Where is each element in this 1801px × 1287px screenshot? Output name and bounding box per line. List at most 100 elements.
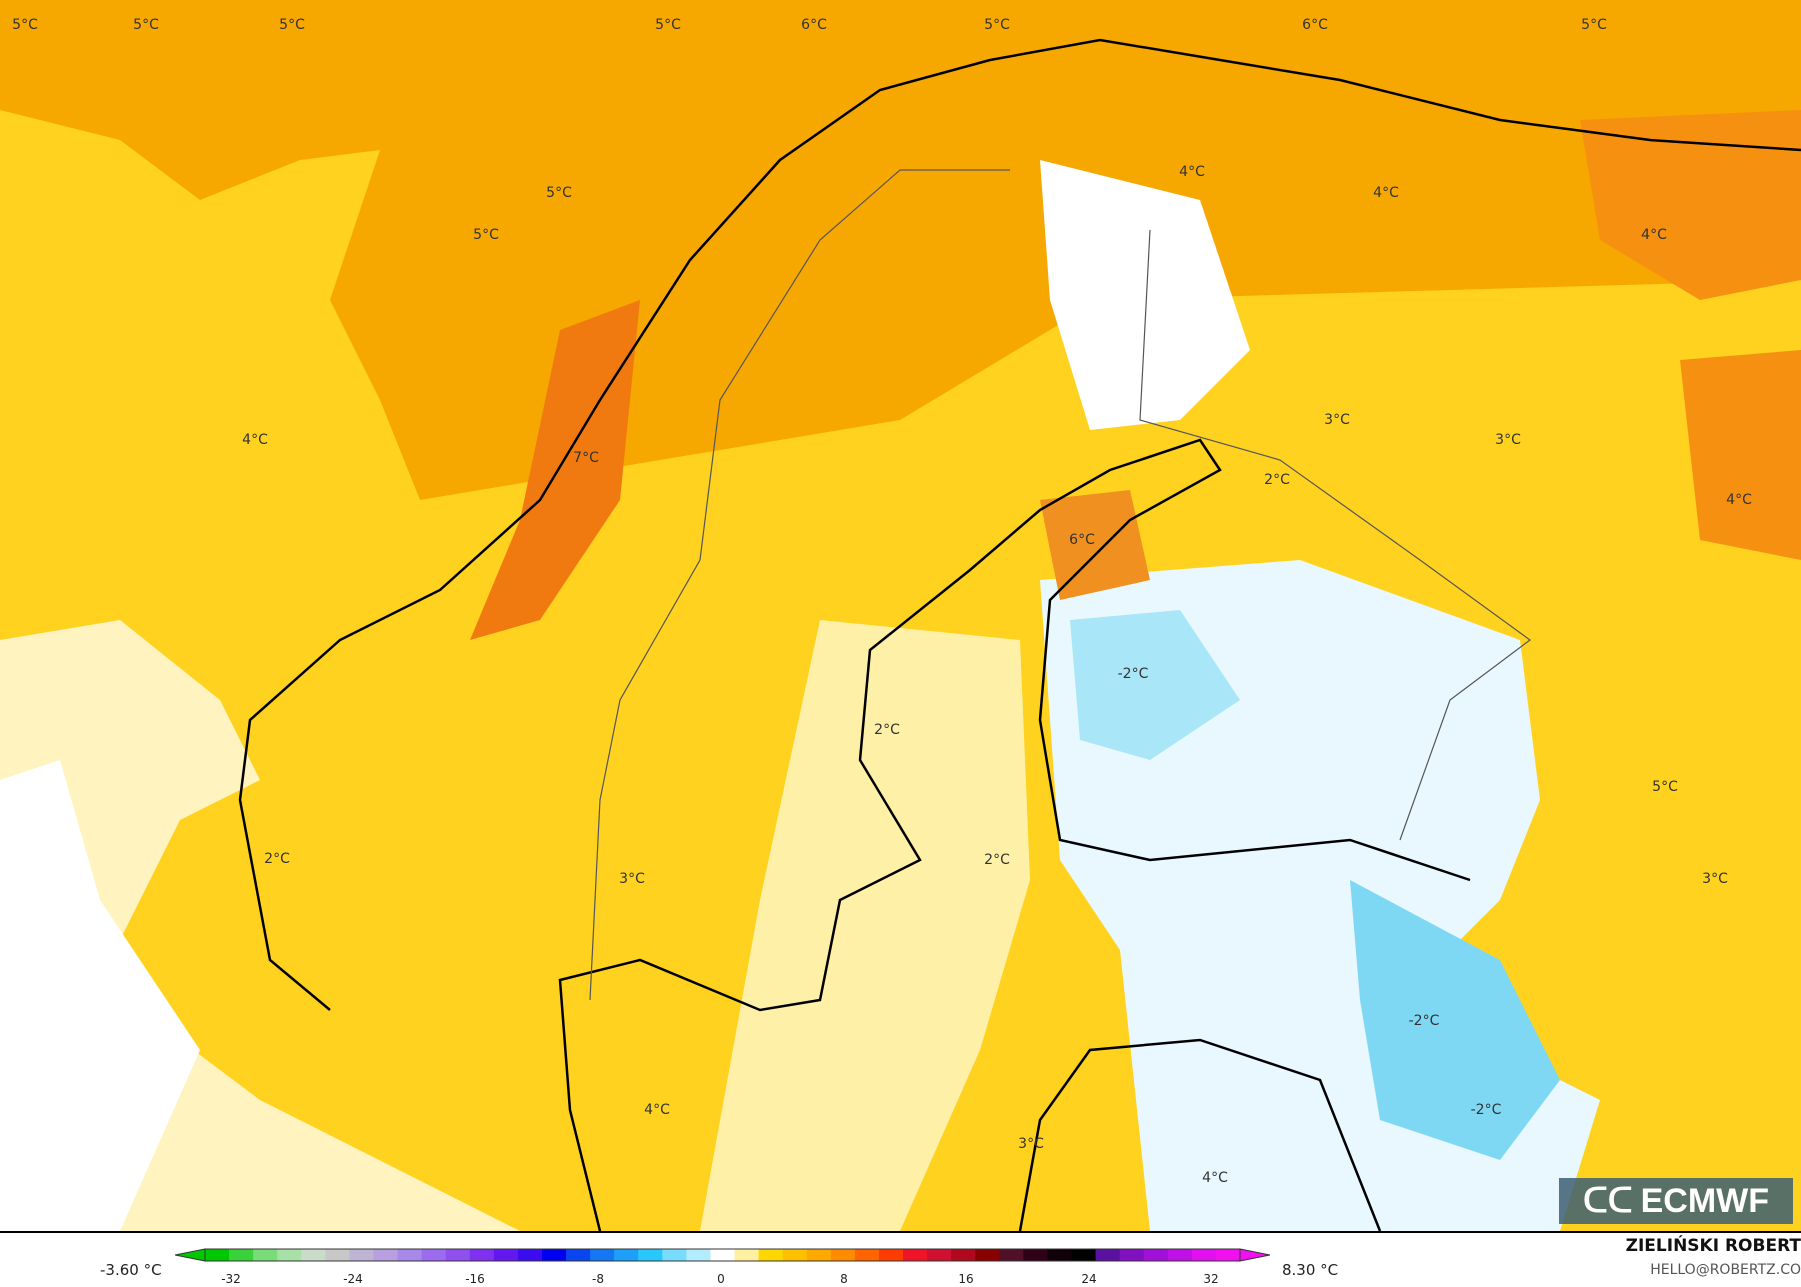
max-value-label: 8.30 °C [1282,1261,1339,1279]
colorbar-min-arrow [175,1248,206,1262]
colorbar-segment [951,1249,976,1261]
temp-label: 5°C [133,17,159,33]
colorbar-segment [373,1249,399,1261]
author-email: HELLO@ROBERTZ.CO [1650,1262,1801,1278]
temp-label: -2°C [1408,1013,1440,1029]
colorbar-segment [1071,1249,1097,1261]
colorbar-segment [1215,1249,1241,1261]
colorbar-segment [758,1249,784,1261]
colorbar-segment [1095,1249,1121,1261]
temp-label: 5°C [473,227,499,243]
temp-label: -2°C [1470,1102,1502,1118]
colorbar-tick: 8 [840,1272,848,1286]
coastlines [238,38,1801,1232]
baltic-pale [700,620,1030,1231]
colorbar-segment [614,1249,639,1261]
colorbar-segment [806,1249,832,1261]
hot-area-east [1680,350,1801,560]
colorbar-segment [590,1249,615,1261]
colorbar [175,1248,1270,1262]
temp-label: 5°C [12,17,38,33]
temp-label: 4°C [644,1102,670,1118]
temp-label: 2°C [264,851,290,867]
colorbar-tick: 32 [1203,1272,1219,1286]
temp-label: 4°C [1202,1170,1228,1186]
colorbar-segment [469,1249,495,1261]
colorbar-segment [662,1249,687,1261]
colorbar-segment [205,1249,230,1261]
colorbar-outline [204,1248,1241,1262]
temp-label: 4°C [1641,227,1667,243]
colorbar-segment [421,1249,447,1261]
colorbar-segment [1143,1249,1169,1261]
colorbar-tick: 16 [958,1272,974,1286]
ecmwf-logo: ᑕᑕ ECMWF [1559,1178,1793,1224]
logo-text: ECMWF [1640,1181,1770,1220]
colorbar-tick: 0 [717,1272,725,1286]
temp-label: 5°C [1652,779,1678,795]
temp-label: 3°C [1702,871,1728,887]
baltic-states-coast [1018,1038,1382,1232]
temp-label: 4°C [1726,492,1752,508]
colorbar-max-arrow [1239,1248,1270,1262]
colorbar-segment [541,1249,567,1261]
temp-label: 3°C [619,871,645,887]
temp-label: 4°C [1179,164,1205,180]
colorbar-segment [1191,1249,1217,1261]
colorbar-tick: -16 [465,1272,485,1286]
colorbar-segment [517,1249,543,1261]
colorbar-segment [782,1249,808,1261]
map-canvas [0,0,1801,1232]
hot-area-kola [1580,110,1801,300]
colorbar-segment [445,1249,471,1261]
temperature-map: 5°C 5°C 5°C 5°C 6°C 5°C 6°C 5°C 5°C 5°C … [0,0,1801,1233]
temp-label: 3°C [1324,412,1350,428]
temp-label: 6°C [1069,532,1095,548]
colorbar-tick: -24 [343,1272,363,1286]
colorbar-segment [903,1249,928,1261]
colorbar-segment [493,1249,519,1261]
colorbar-segment [397,1249,423,1261]
colorbar-segment [710,1249,736,1261]
colorbar-segment [1047,1249,1073,1261]
temp-label: 2°C [984,852,1010,868]
norway-coast [238,38,1801,1011]
temp-label: -2°C [1117,666,1149,682]
colorbar-segment [253,1249,278,1261]
temp-label: 3°C [1495,432,1521,448]
author-name: ZIELIŃSKI ROBERT [1625,1236,1801,1256]
temp-label: 5°C [655,17,681,33]
colorbar-segment [830,1249,856,1261]
temp-label: 3°C [1018,1136,1044,1152]
temp-label: 7°C [573,450,599,466]
neutral-area-west [0,760,200,1231]
colorbar-segment [854,1249,880,1261]
temp-label: 2°C [1264,472,1290,488]
cold-area-russia [1350,880,1560,1160]
hot-area-bothnia [1040,490,1150,600]
border-norway-sweden [589,169,1010,1001]
temp-label: 5°C [279,17,305,33]
borders [589,169,1532,1001]
colorbar-segment [927,1249,952,1261]
temp-label: 6°C [801,17,827,33]
temp-label: 5°C [546,185,572,201]
temp-label: 5°C [1581,17,1607,33]
colorbar-segment [999,1249,1024,1261]
colorbar-segment [1119,1249,1145,1261]
colorbar-segment [325,1249,350,1261]
temp-label: 4°C [242,432,268,448]
colorbar-segment [1023,1249,1048,1261]
min-value-label: -3.60 °C [100,1261,162,1279]
colorbar-segment [638,1249,663,1261]
colorbar-segment [229,1249,254,1261]
cold-area-finland [1070,610,1240,760]
temp-label: 5°C [984,17,1010,33]
sweden-finland-coast [558,438,1471,1232]
colorbar-segment [975,1249,1000,1261]
temp-label: 6°C [1302,17,1328,33]
colorbar-segment [686,1249,711,1261]
colorbar-tick: -32 [221,1272,241,1286]
colorbar-tick: -8 [592,1272,604,1286]
colorbar-segment [301,1249,326,1261]
